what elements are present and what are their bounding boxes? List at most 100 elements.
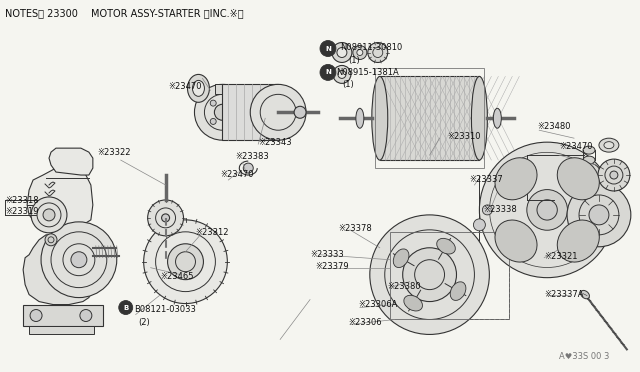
Circle shape bbox=[479, 142, 615, 278]
Polygon shape bbox=[27, 165, 93, 230]
Bar bbox=[390, 232, 509, 320]
Circle shape bbox=[119, 301, 132, 314]
Circle shape bbox=[370, 215, 490, 334]
Text: ※23465: ※23465 bbox=[161, 272, 194, 281]
Text: NOTES゙ 23300: NOTES゙ 23300 bbox=[5, 9, 78, 19]
Ellipse shape bbox=[495, 158, 537, 200]
Ellipse shape bbox=[472, 76, 488, 160]
Circle shape bbox=[320, 64, 336, 80]
Polygon shape bbox=[23, 235, 96, 305]
Circle shape bbox=[537, 200, 557, 220]
Circle shape bbox=[527, 190, 568, 230]
Text: ※23343: ※23343 bbox=[258, 138, 292, 147]
Circle shape bbox=[210, 118, 216, 124]
Text: N: N bbox=[325, 45, 331, 51]
Circle shape bbox=[332, 42, 352, 62]
Polygon shape bbox=[49, 148, 93, 175]
Circle shape bbox=[80, 310, 92, 321]
Text: N08911-30810: N08911-30810 bbox=[340, 42, 402, 52]
Text: ※23337: ※23337 bbox=[469, 175, 503, 184]
Text: A♥33S 00 3: A♥33S 00 3 bbox=[559, 352, 609, 361]
Text: ※23321: ※23321 bbox=[544, 252, 578, 261]
Ellipse shape bbox=[436, 238, 455, 254]
Ellipse shape bbox=[583, 156, 595, 164]
Bar bbox=[29, 327, 94, 334]
Circle shape bbox=[583, 169, 595, 181]
Circle shape bbox=[250, 84, 306, 140]
Text: ※23306: ※23306 bbox=[348, 318, 381, 327]
Circle shape bbox=[610, 171, 618, 179]
Text: (1): (1) bbox=[348, 57, 360, 65]
Circle shape bbox=[294, 106, 306, 118]
Text: ※23318: ※23318 bbox=[5, 196, 39, 205]
Ellipse shape bbox=[580, 291, 589, 299]
Circle shape bbox=[483, 205, 492, 215]
Text: ※23306A: ※23306A bbox=[358, 299, 397, 309]
Circle shape bbox=[214, 104, 230, 120]
Ellipse shape bbox=[394, 249, 409, 267]
Text: B: B bbox=[123, 305, 129, 311]
Circle shape bbox=[320, 41, 336, 57]
Circle shape bbox=[474, 219, 485, 231]
Circle shape bbox=[598, 159, 630, 191]
Bar bbox=[390, 232, 509, 320]
Circle shape bbox=[148, 200, 184, 236]
Ellipse shape bbox=[450, 282, 466, 301]
Ellipse shape bbox=[493, 108, 501, 128]
Text: ※23322: ※23322 bbox=[97, 148, 131, 157]
Ellipse shape bbox=[583, 146, 595, 154]
Ellipse shape bbox=[404, 295, 422, 311]
Circle shape bbox=[43, 209, 55, 221]
Circle shape bbox=[228, 118, 234, 124]
Bar bbox=[23, 305, 103, 327]
Circle shape bbox=[338, 70, 346, 78]
Text: ※23470: ※23470 bbox=[559, 142, 593, 151]
Circle shape bbox=[228, 100, 234, 106]
Circle shape bbox=[567, 183, 631, 247]
Polygon shape bbox=[222, 84, 278, 140]
Text: (2): (2) bbox=[139, 318, 150, 327]
Circle shape bbox=[195, 84, 250, 140]
Circle shape bbox=[357, 49, 363, 55]
Text: N: N bbox=[325, 70, 331, 76]
Circle shape bbox=[31, 197, 67, 233]
Circle shape bbox=[368, 42, 388, 62]
Text: ※23333: ※23333 bbox=[310, 250, 344, 259]
Ellipse shape bbox=[372, 76, 388, 160]
Ellipse shape bbox=[557, 158, 599, 200]
Text: B08121-03033: B08121-03033 bbox=[134, 305, 196, 314]
Circle shape bbox=[30, 310, 42, 321]
Circle shape bbox=[403, 248, 456, 302]
Circle shape bbox=[333, 65, 351, 83]
Circle shape bbox=[45, 234, 57, 246]
Text: ※23383: ※23383 bbox=[236, 152, 269, 161]
Polygon shape bbox=[380, 76, 479, 160]
Text: ※23470: ※23470 bbox=[168, 82, 202, 92]
Circle shape bbox=[210, 100, 216, 106]
Circle shape bbox=[577, 163, 601, 187]
Bar bbox=[216, 84, 229, 94]
Circle shape bbox=[71, 252, 87, 268]
Text: ※23310: ※23310 bbox=[447, 132, 481, 141]
Ellipse shape bbox=[557, 220, 599, 262]
Circle shape bbox=[143, 220, 227, 304]
Text: MOTOR ASSY-STARTER 〈INC.※〉: MOTOR ASSY-STARTER 〈INC.※〉 bbox=[91, 9, 243, 19]
Text: ※23312: ※23312 bbox=[195, 228, 229, 237]
Text: (1): (1) bbox=[342, 80, 354, 89]
Ellipse shape bbox=[356, 108, 364, 128]
Text: N08915-1381A: N08915-1381A bbox=[336, 68, 399, 77]
Text: ※23470: ※23470 bbox=[220, 170, 254, 179]
Ellipse shape bbox=[193, 80, 204, 96]
Circle shape bbox=[41, 222, 116, 298]
Text: ※23379: ※23379 bbox=[315, 262, 349, 271]
Circle shape bbox=[337, 48, 347, 58]
Circle shape bbox=[161, 214, 170, 222]
Ellipse shape bbox=[188, 74, 209, 102]
Circle shape bbox=[353, 45, 367, 60]
Text: ※23337A: ※23337A bbox=[544, 290, 584, 299]
Bar bbox=[375, 68, 484, 168]
Text: ※23338: ※23338 bbox=[483, 205, 517, 214]
Ellipse shape bbox=[495, 220, 537, 262]
Text: ※23480: ※23480 bbox=[537, 122, 571, 131]
Ellipse shape bbox=[599, 138, 619, 152]
